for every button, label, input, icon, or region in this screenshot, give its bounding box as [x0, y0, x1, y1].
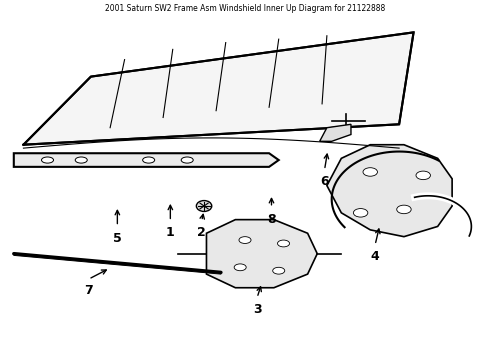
- Ellipse shape: [234, 264, 246, 271]
- Text: 3: 3: [253, 303, 261, 316]
- Polygon shape: [24, 32, 414, 145]
- Text: 2: 2: [197, 226, 206, 239]
- Ellipse shape: [353, 208, 368, 217]
- Text: 4: 4: [370, 250, 379, 263]
- Text: 8: 8: [267, 213, 276, 226]
- Ellipse shape: [277, 240, 290, 247]
- Polygon shape: [206, 220, 317, 288]
- Ellipse shape: [363, 168, 377, 176]
- Ellipse shape: [42, 157, 53, 163]
- Text: 6: 6: [320, 175, 329, 188]
- Text: 5: 5: [113, 231, 122, 244]
- Ellipse shape: [397, 205, 411, 214]
- Ellipse shape: [273, 267, 285, 274]
- Text: 7: 7: [84, 284, 93, 297]
- Ellipse shape: [181, 157, 193, 163]
- Polygon shape: [14, 153, 279, 167]
- Polygon shape: [327, 145, 452, 237]
- Ellipse shape: [239, 237, 251, 243]
- Polygon shape: [319, 124, 351, 141]
- Text: 1: 1: [166, 226, 175, 239]
- Ellipse shape: [143, 157, 155, 163]
- Ellipse shape: [196, 201, 212, 211]
- Title: 2001 Saturn SW2 Frame Asm Windshield Inner Up Diagram for 21122888: 2001 Saturn SW2 Frame Asm Windshield Inn…: [105, 4, 385, 13]
- Ellipse shape: [416, 171, 430, 180]
- Ellipse shape: [75, 157, 87, 163]
